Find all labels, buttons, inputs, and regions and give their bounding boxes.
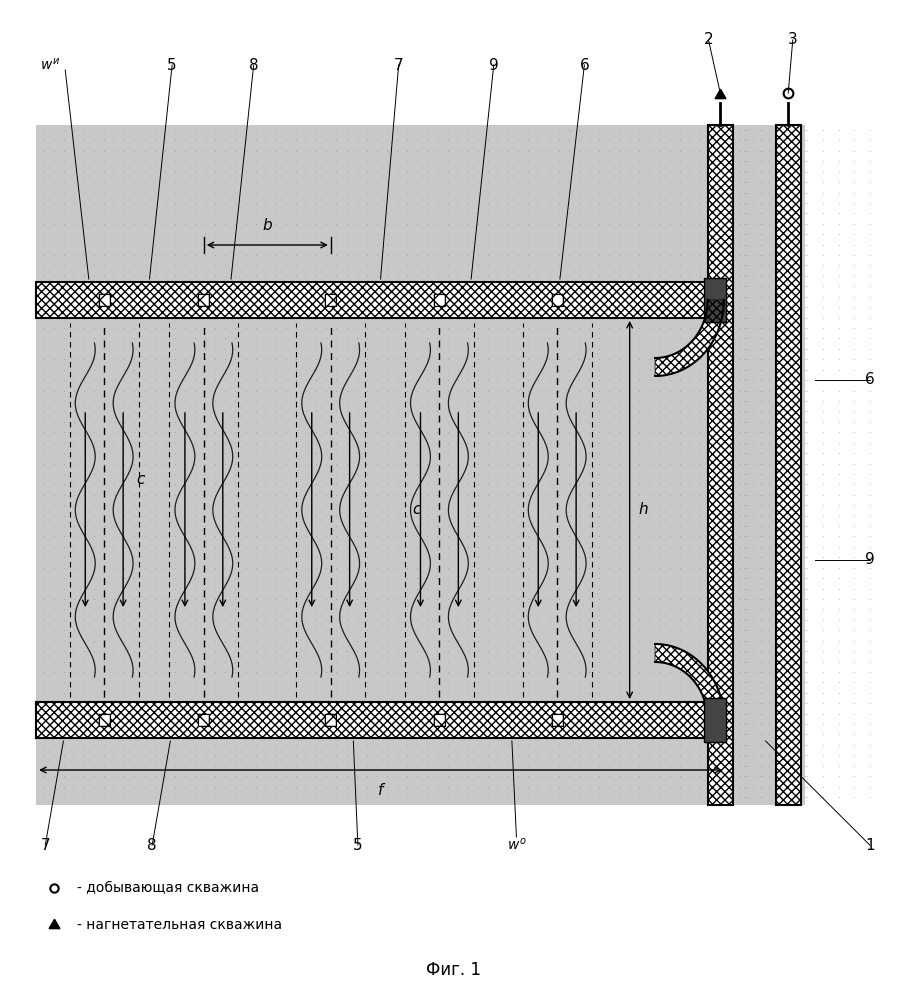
Text: b: b — [263, 218, 272, 233]
Bar — [198, 714, 209, 726]
Text: - добывающая скважина: - добывающая скважина — [77, 881, 259, 895]
Text: c: c — [412, 502, 421, 518]
Text: 7: 7 — [394, 57, 403, 73]
Bar — [552, 294, 563, 306]
Text: 8: 8 — [148, 838, 157, 852]
Bar — [434, 714, 445, 726]
Bar — [36, 702, 725, 738]
Text: 5: 5 — [353, 838, 362, 852]
Text: $w^о$: $w^о$ — [506, 837, 526, 853]
PathPatch shape — [655, 300, 724, 376]
Bar — [708, 125, 733, 805]
Text: $w^и$: $w^и$ — [40, 57, 60, 73]
Bar — [198, 294, 209, 306]
Text: 1: 1 — [865, 838, 874, 852]
Text: 6: 6 — [865, 372, 874, 387]
Bar — [36, 125, 725, 805]
Bar — [36, 282, 725, 318]
Text: c: c — [136, 473, 145, 488]
Text: 2: 2 — [704, 32, 713, 47]
Bar — [325, 714, 336, 726]
Text: 3: 3 — [788, 32, 797, 47]
Bar — [36, 702, 725, 738]
Bar — [325, 714, 336, 726]
Bar — [552, 294, 563, 306]
Bar — [99, 294, 110, 306]
Bar — [99, 714, 110, 726]
Bar — [99, 294, 110, 306]
Bar — [704, 278, 726, 322]
Bar — [725, 125, 805, 805]
Text: f: f — [378, 783, 383, 798]
Bar — [325, 294, 336, 306]
Text: - нагнетательная скважина: - нагнетательная скважина — [77, 918, 282, 932]
PathPatch shape — [655, 644, 724, 720]
Text: Фиг. 1: Фиг. 1 — [426, 961, 480, 979]
Bar — [704, 698, 726, 742]
Bar — [434, 714, 445, 726]
Bar — [99, 714, 110, 726]
Bar — [434, 294, 445, 306]
Bar — [198, 714, 209, 726]
Bar — [198, 294, 209, 306]
Bar — [552, 714, 563, 726]
Bar — [36, 282, 725, 318]
Bar — [776, 125, 801, 805]
Text: 5: 5 — [168, 57, 177, 73]
Text: 8: 8 — [249, 57, 258, 73]
Bar — [434, 294, 445, 306]
Text: 6: 6 — [580, 57, 589, 73]
Bar — [776, 125, 801, 805]
Text: 7: 7 — [41, 838, 50, 852]
Text: h: h — [639, 502, 649, 518]
Bar — [552, 714, 563, 726]
Text: 9: 9 — [865, 552, 874, 568]
Text: 9: 9 — [489, 57, 498, 73]
Bar — [325, 294, 336, 306]
Bar — [708, 125, 733, 805]
